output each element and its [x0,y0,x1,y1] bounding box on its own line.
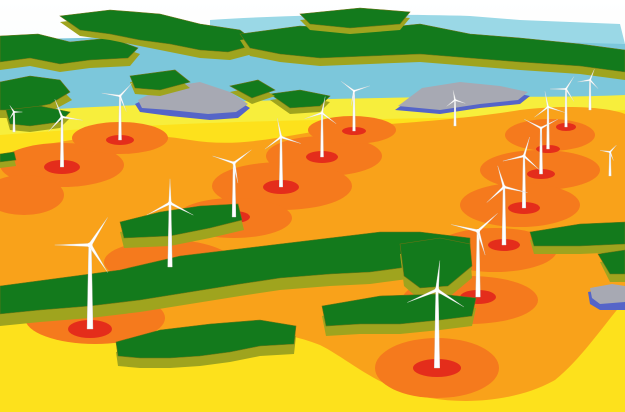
turbine-hub [434,287,440,293]
turbine-hub [589,79,591,81]
island-top [5,105,71,127]
turbine-hub [118,94,122,98]
rock-top [590,284,625,304]
island-top [229,79,276,99]
turbine-hub [13,111,15,113]
wind-turbine [101,83,132,141]
turbine-hub [502,185,506,189]
wind-turbine [212,149,252,218]
wind-turbine [486,165,528,246]
turbine-hub [546,105,550,109]
wind-turbine [600,144,617,177]
wind-turbine [48,99,83,168]
wind-turbine [341,81,370,132]
turbine-hub [232,161,236,165]
wind-turbine [577,69,599,111]
wind-turbine [446,90,466,127]
island-top [399,237,473,289]
island-top [529,221,625,247]
island-top [299,7,411,29]
island-top [269,89,331,109]
turbine-hub [60,115,64,119]
island-top [0,33,139,65]
wind-turbine [304,96,337,158]
wind-turbine [54,217,108,330]
wind-turbine [407,260,464,369]
wind-turbine [550,76,575,128]
wind-turbine [9,105,23,133]
turbine-hub [539,126,543,130]
islands [0,7,625,368]
turbine-hub [564,87,568,91]
wind-turbine [146,178,194,268]
turbine-hub [476,229,480,233]
turbine-hub [609,151,611,153]
wind-turbine [534,91,565,150]
turbine-hub [87,242,93,248]
turbine-hub [454,99,456,101]
island-top [129,69,191,91]
island-top [597,249,625,275]
turbine-hub [352,89,356,93]
island-top [239,23,625,73]
island-top [0,151,17,163]
turbine-hub [522,154,526,158]
turbine-group [9,69,617,369]
turbine-hub [320,111,324,115]
island-top [115,319,297,359]
zone-inner [0,175,64,215]
turbine-hub [168,201,172,205]
wind-turbine [264,118,301,188]
wind-turbine [451,213,498,298]
rock-top [398,82,528,110]
turbine-hub [279,135,283,139]
wind-turbine [502,136,540,209]
island-top [0,75,71,111]
island-top [59,9,259,53]
island-top [119,203,243,239]
